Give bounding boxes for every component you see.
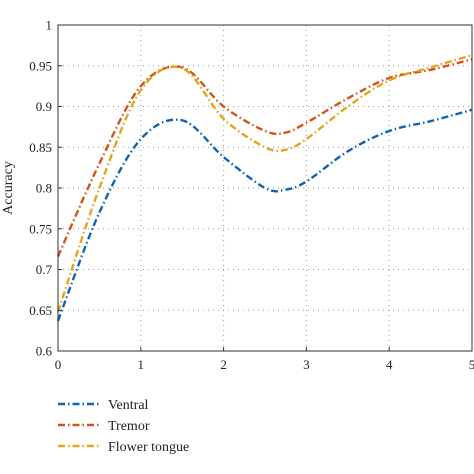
legend-label: Ventral <box>108 398 149 413</box>
y-tick-label: 0.6 <box>36 344 53 359</box>
x-tick-label: 0 <box>55 357 62 372</box>
x-tick-label: 4 <box>386 357 393 372</box>
x-tick-label: 5 <box>469 357 474 372</box>
legend-label: Tremor <box>108 419 150 434</box>
y-tick-label: 0.8 <box>36 181 52 196</box>
x-tick-label: 3 <box>303 357 310 372</box>
series-lines <box>56 54 473 322</box>
series-line-ventral <box>56 108 473 322</box>
series-line-tremor <box>56 58 473 257</box>
y-axis-ticks: 0.6 0.65 0.7 0.75 0.8 0.85 0.9 0.95 1 <box>29 18 62 359</box>
y-tick-label: 0.85 <box>29 140 52 155</box>
x-tick-label: 2 <box>220 357 227 372</box>
grid <box>58 25 472 351</box>
legend-label: Flower tongue <box>108 440 189 455</box>
x-tick-label: 1 <box>138 357 145 372</box>
y-tick-label: 0.75 <box>29 221 52 236</box>
y-tick-label: 0.9 <box>36 99 52 114</box>
legend: Ventral Tremor Flower tongue <box>58 398 189 455</box>
y-tick-label: 1 <box>46 18 53 33</box>
y-axis-label: Accuracy <box>1 161 16 215</box>
series-line-flower-tongue <box>56 54 473 313</box>
x-axis-ticks: 0 1 2 3 4 5 <box>55 347 474 372</box>
y-tick-label: 0.65 <box>29 303 52 318</box>
y-tick-label: 0.7 <box>36 262 53 277</box>
y-tick-label: 0.95 <box>29 58 52 73</box>
